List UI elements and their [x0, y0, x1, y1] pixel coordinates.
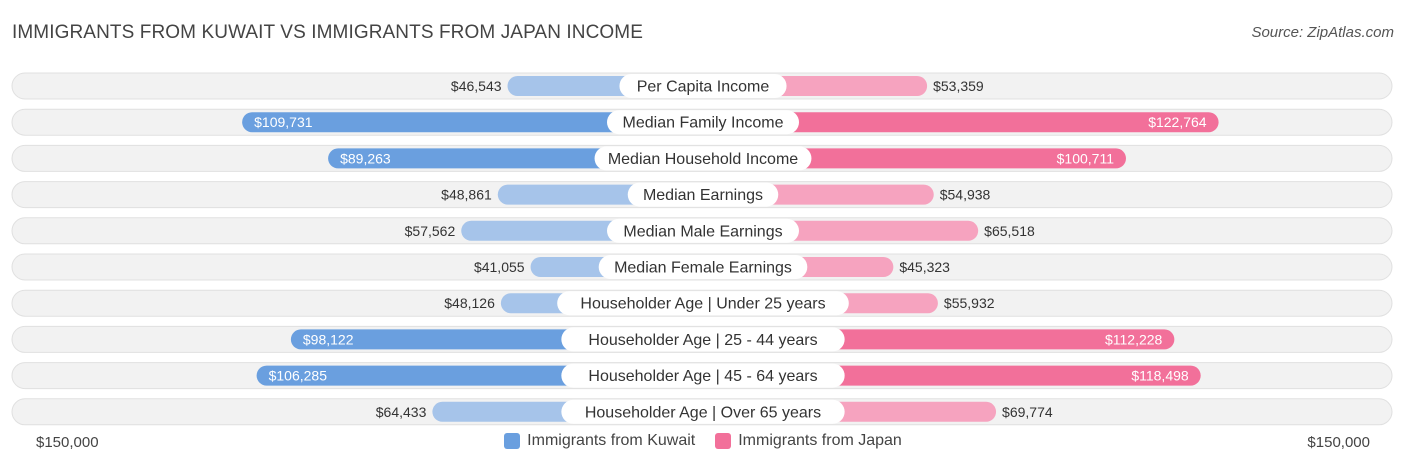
bar-kuwait: [242, 112, 703, 133]
category-label: Median Family Income: [623, 115, 784, 132]
category-pill: [561, 363, 845, 388]
category-label: Householder Age | 25 - 44 years: [588, 332, 817, 349]
category-label: Householder Age | Over 65 years: [585, 404, 821, 421]
category-pill: [557, 291, 849, 316]
category-pill: [561, 399, 845, 424]
value-label-japan: $53,359: [933, 78, 984, 94]
axis-left-label: $150,000: [36, 434, 99, 451]
chart-row: $57,562 $65,518 Median Male Earnings: [11, 217, 1393, 245]
category-label: Median Household Income: [608, 151, 798, 168]
value-label-japan: $118,498: [1131, 368, 1189, 384]
legend-label-kuwait: Immigrants from Kuwait: [527, 432, 696, 449]
legend-item-japan: Immigrants from Japan: [715, 432, 902, 450]
category-pill: [607, 110, 799, 135]
chart-row: $41,055 $45,323 Median Female Earnings: [11, 253, 1393, 281]
chart-row: $89,263 $100,711 Median Household Income: [11, 144, 1393, 172]
value-label-japan: $54,938: [940, 187, 991, 203]
value-label-japan: $45,323: [899, 259, 950, 275]
chart-title: IMMIGRANTS FROM KUWAIT VS IMMIGRANTS FRO…: [12, 22, 643, 43]
category-pill: [627, 182, 779, 207]
category-label: Householder Age | Under 25 years: [580, 296, 825, 313]
value-label-kuwait: $46,543: [451, 78, 502, 94]
category-label: Median Female Earnings: [614, 260, 792, 277]
category-pill: [594, 146, 812, 171]
category-label: Median Male Earnings: [623, 223, 782, 240]
chart-row: $48,126 $55,932 Householder Age | Under 25…: [11, 289, 1393, 317]
category-pill: [561, 327, 845, 352]
value-label-kuwait: $89,263: [340, 150, 391, 166]
category-pill: [607, 218, 799, 243]
category-label: Householder Age | 45 - 64 years: [588, 368, 817, 385]
chart-row: $48,861 $54,938 Median Earnings: [11, 181, 1393, 209]
legend-swatch-japan: [715, 433, 732, 449]
value-label-japan: $112,228: [1105, 331, 1163, 347]
chart-row: $106,285 $118,498 Householder Age | 45 - 6…: [11, 362, 1393, 390]
bar-japan: [703, 112, 1219, 133]
value-label-japan: $55,932: [944, 295, 995, 311]
value-label-kuwait: $109,731: [254, 114, 313, 130]
value-label-kuwait: $98,122: [303, 331, 354, 347]
value-label-kuwait: $41,055: [474, 259, 525, 275]
value-label-japan: $100,711: [1057, 150, 1115, 166]
category-pill: [598, 255, 808, 279]
axis-right-label: $150,000: [1307, 434, 1370, 451]
legend-label-japan: Immigrants from Japan: [738, 432, 902, 449]
value-label-kuwait: $106,285: [269, 368, 328, 384]
value-label-kuwait: $57,562: [405, 223, 456, 239]
legend-swatch-kuwait: [504, 433, 521, 449]
chart-row: $109,731 $122,764 Median Family Income: [11, 108, 1393, 136]
legend-item-kuwait: Immigrants from Kuwait: [504, 432, 695, 450]
legend: Immigrants from Kuwait Immigrants from J…: [0, 432, 1406, 450]
value-label-kuwait: $48,126: [444, 295, 495, 311]
category-pill: [619, 74, 787, 98]
chart-source: Source: ZipAtlas.com: [1251, 24, 1394, 41]
value-label-japan: $122,764: [1148, 114, 1207, 130]
value-label-japan: $69,774: [1002, 404, 1053, 420]
chart-row: $64,433 $69,774 Householder Age | Over 65 …: [11, 398, 1393, 426]
category-label: Per Capita Income: [637, 79, 770, 96]
chart-row: $46,543 $53,359 Per Capita Income: [11, 72, 1393, 100]
value-label-kuwait: $48,861: [441, 187, 492, 203]
chart-row: $98,122 $112,228 Householder Age | 25 - 44…: [11, 325, 1393, 353]
value-label-kuwait: $64,433: [376, 404, 427, 420]
value-label-japan: $65,518: [984, 223, 1035, 239]
category-label: Median Earnings: [643, 187, 763, 204]
